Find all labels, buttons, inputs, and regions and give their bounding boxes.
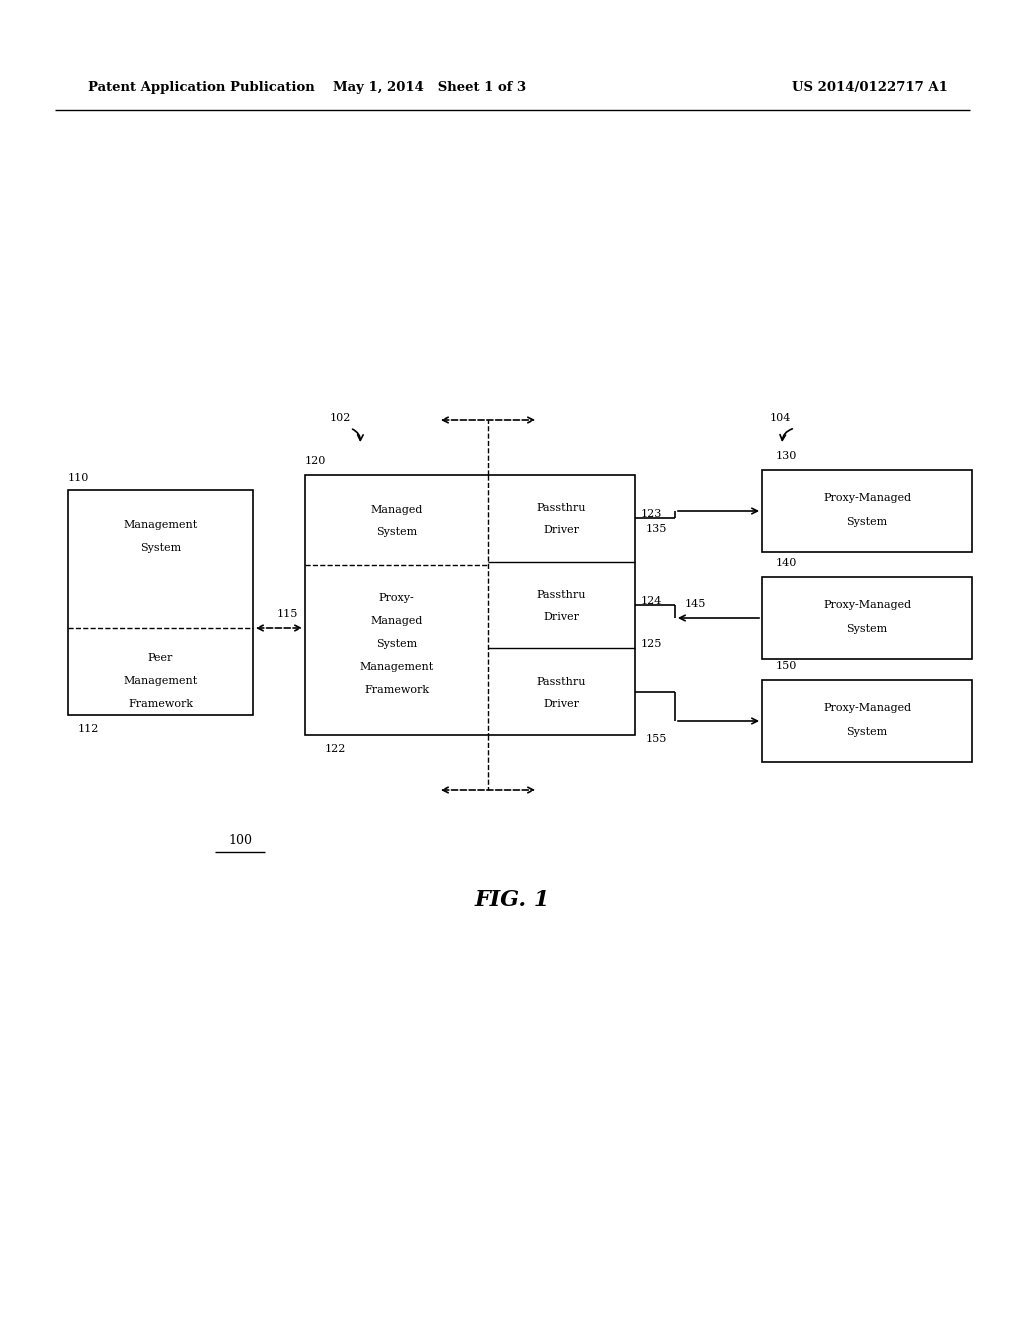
Text: Management: Management <box>359 663 433 672</box>
Bar <box>68 490 253 715</box>
Text: Driver: Driver <box>544 698 580 709</box>
Text: 135: 135 <box>645 524 667 535</box>
Bar <box>762 680 972 762</box>
Text: System: System <box>376 639 417 649</box>
Bar <box>762 470 972 552</box>
Text: Patent Application Publication: Patent Application Publication <box>88 82 314 95</box>
Text: Managed: Managed <box>371 616 423 626</box>
Text: 150: 150 <box>776 661 798 671</box>
Text: System: System <box>847 517 888 527</box>
Text: Proxy-: Proxy- <box>379 593 415 603</box>
Text: 120: 120 <box>305 455 327 466</box>
Text: System: System <box>847 624 888 634</box>
Text: Management: Management <box>123 520 198 531</box>
Bar <box>305 475 635 735</box>
Text: 130: 130 <box>776 451 798 461</box>
Text: Proxy-Managed: Proxy-Managed <box>823 601 911 610</box>
Text: System: System <box>376 527 417 537</box>
Text: Passthru: Passthru <box>537 677 587 686</box>
Text: System: System <box>847 727 888 737</box>
Text: Peer: Peer <box>147 653 173 663</box>
Text: Framework: Framework <box>364 685 429 696</box>
Text: 112: 112 <box>78 723 99 734</box>
Text: May 1, 2014   Sheet 1 of 3: May 1, 2014 Sheet 1 of 3 <box>334 82 526 95</box>
Text: Driver: Driver <box>544 612 580 622</box>
Text: Framework: Framework <box>128 700 194 709</box>
Text: System: System <box>140 543 181 553</box>
Text: Passthru: Passthru <box>537 503 587 513</box>
Text: Management: Management <box>123 676 198 686</box>
Text: US 2014/0122717 A1: US 2014/0122717 A1 <box>792 82 948 95</box>
Text: Proxy-Managed: Proxy-Managed <box>823 492 911 503</box>
Text: Managed: Managed <box>371 506 423 515</box>
Text: 123: 123 <box>641 510 663 519</box>
Text: 100: 100 <box>228 833 252 846</box>
Text: 110: 110 <box>68 473 89 483</box>
Text: 145: 145 <box>685 599 707 609</box>
Text: Passthru: Passthru <box>537 590 587 601</box>
Text: 125: 125 <box>641 639 663 649</box>
Text: 124: 124 <box>641 597 663 606</box>
Text: Driver: Driver <box>544 525 580 536</box>
Bar <box>762 577 972 659</box>
Text: 140: 140 <box>776 558 798 568</box>
Text: 115: 115 <box>276 609 298 619</box>
Text: FIG. 1: FIG. 1 <box>474 888 550 911</box>
Text: 102: 102 <box>330 413 351 422</box>
Text: 104: 104 <box>770 413 792 422</box>
Text: 122: 122 <box>325 744 346 754</box>
Text: 155: 155 <box>645 734 667 744</box>
Text: Proxy-Managed: Proxy-Managed <box>823 704 911 713</box>
